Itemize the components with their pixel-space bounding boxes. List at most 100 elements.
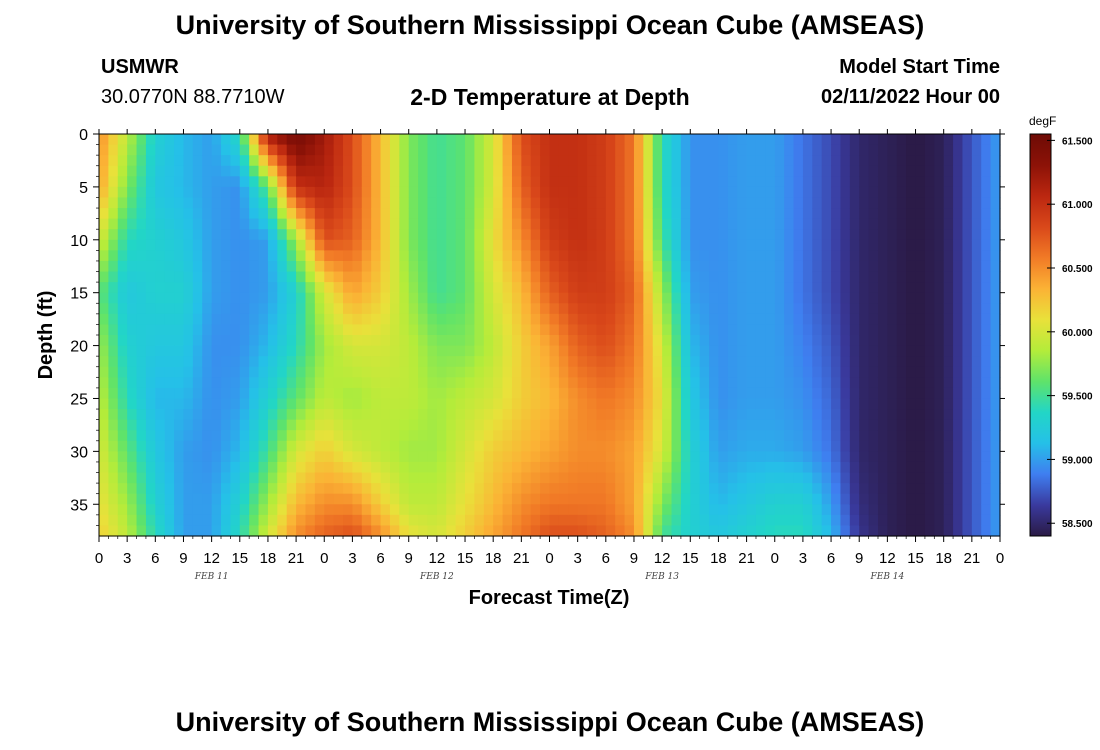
heatmap-cell bbox=[258, 197, 269, 209]
heatmap-cell bbox=[793, 430, 804, 442]
heatmap-cell bbox=[577, 430, 588, 442]
heatmap-cell bbox=[474, 335, 485, 347]
heatmap-cell bbox=[699, 134, 710, 146]
heatmap-cell bbox=[633, 186, 644, 199]
heatmap-cell bbox=[849, 461, 860, 474]
heatmap-cell bbox=[333, 229, 344, 241]
heatmap-cell bbox=[436, 430, 447, 442]
heatmap-cell bbox=[286, 176, 297, 188]
heatmap-cell bbox=[314, 493, 325, 505]
heatmap-cell bbox=[305, 260, 316, 273]
heatmap-cell bbox=[502, 218, 513, 230]
heatmap-cell bbox=[915, 218, 926, 230]
heatmap-cell bbox=[446, 430, 457, 442]
heatmap-cell bbox=[615, 303, 626, 315]
heatmap-cell bbox=[690, 493, 701, 505]
heatmap-cell bbox=[934, 303, 945, 315]
heatmap-cell bbox=[962, 165, 973, 177]
heatmap-cell bbox=[971, 525, 982, 537]
heatmap-cell bbox=[521, 218, 532, 230]
heatmap-cell bbox=[943, 155, 954, 167]
heatmap-cell bbox=[277, 208, 288, 220]
heatmap-cell bbox=[211, 282, 222, 294]
heatmap-cell bbox=[483, 419, 494, 431]
heatmap-cell bbox=[821, 461, 832, 474]
heatmap-cell bbox=[849, 303, 860, 315]
heatmap-cell bbox=[267, 472, 278, 484]
heatmap-cell bbox=[127, 377, 138, 389]
heatmap-cell bbox=[831, 461, 842, 474]
heatmap-cell bbox=[896, 472, 907, 484]
heatmap-cell bbox=[981, 155, 992, 167]
heatmap-cell bbox=[690, 229, 701, 241]
heatmap-cell bbox=[249, 493, 260, 505]
heatmap-cell bbox=[577, 303, 588, 315]
heatmap-cell bbox=[568, 483, 579, 495]
heatmap-cell bbox=[633, 366, 644, 378]
heatmap-cell bbox=[971, 398, 982, 410]
heatmap-cell bbox=[755, 208, 766, 220]
heatmap-cell bbox=[680, 282, 691, 294]
heatmap-cell bbox=[549, 250, 560, 262]
heatmap-cell bbox=[371, 377, 382, 389]
heatmap-cell bbox=[624, 176, 635, 188]
heatmap-cell bbox=[436, 514, 447, 527]
heatmap-cell bbox=[408, 165, 419, 177]
heatmap-cell bbox=[690, 144, 701, 156]
heatmap-cell bbox=[427, 250, 438, 262]
heatmap-cell bbox=[934, 260, 945, 273]
heatmap-cell bbox=[680, 398, 691, 410]
heatmap-cell bbox=[380, 165, 391, 177]
heatmap-cell bbox=[793, 514, 804, 527]
heatmap-cell bbox=[587, 472, 598, 484]
heatmap-cell bbox=[896, 197, 907, 209]
heatmap-cell bbox=[371, 387, 382, 400]
heatmap-cell bbox=[718, 176, 729, 188]
heatmap-cell bbox=[765, 176, 776, 188]
heatmap-cell bbox=[117, 239, 128, 251]
heatmap-cell bbox=[709, 345, 720, 357]
heatmap-cell bbox=[436, 387, 447, 400]
heatmap-cell bbox=[605, 525, 616, 537]
colorbar-tick-label: 60.500 bbox=[1062, 264, 1093, 275]
heatmap-cell bbox=[436, 218, 447, 230]
heatmap-cell bbox=[427, 451, 438, 463]
heatmap-cell bbox=[831, 292, 842, 304]
heatmap-cell bbox=[671, 165, 682, 177]
heatmap-cell bbox=[549, 197, 560, 209]
heatmap-cell bbox=[117, 208, 128, 220]
heatmap-cell bbox=[605, 440, 616, 452]
heatmap-cell bbox=[680, 186, 691, 199]
heatmap-cell bbox=[662, 483, 673, 495]
heatmap-cell bbox=[934, 155, 945, 167]
heatmap-cell bbox=[727, 282, 738, 294]
heatmap-cell bbox=[812, 165, 823, 177]
heatmap-cell bbox=[239, 440, 250, 452]
heatmap-cell bbox=[971, 356, 982, 368]
heatmap-cell bbox=[267, 197, 278, 209]
heatmap-cell bbox=[633, 313, 644, 326]
heatmap-cell bbox=[164, 483, 175, 495]
heatmap-cell bbox=[493, 218, 504, 230]
heatmap-cell bbox=[821, 472, 832, 484]
heatmap-cell bbox=[680, 472, 691, 484]
heatmap-cell bbox=[549, 144, 560, 156]
heatmap-cell bbox=[155, 271, 166, 283]
heatmap-cell bbox=[812, 197, 823, 209]
heatmap-cell bbox=[399, 451, 410, 463]
heatmap-cell bbox=[465, 451, 476, 463]
heatmap-cell bbox=[680, 345, 691, 357]
heatmap-cell bbox=[709, 409, 720, 421]
heatmap-cell bbox=[915, 525, 926, 537]
heatmap-cell bbox=[239, 366, 250, 378]
heatmap-cell bbox=[521, 197, 532, 209]
heatmap-cell bbox=[868, 250, 879, 262]
heatmap-cell bbox=[774, 186, 785, 199]
heatmap-cell bbox=[615, 176, 626, 188]
heatmap-cell bbox=[324, 461, 335, 474]
heatmap-cell bbox=[896, 144, 907, 156]
heatmap-cell bbox=[108, 144, 119, 156]
heatmap-cell bbox=[812, 335, 823, 347]
heatmap-cell bbox=[943, 335, 954, 347]
heatmap-cell bbox=[145, 324, 156, 336]
